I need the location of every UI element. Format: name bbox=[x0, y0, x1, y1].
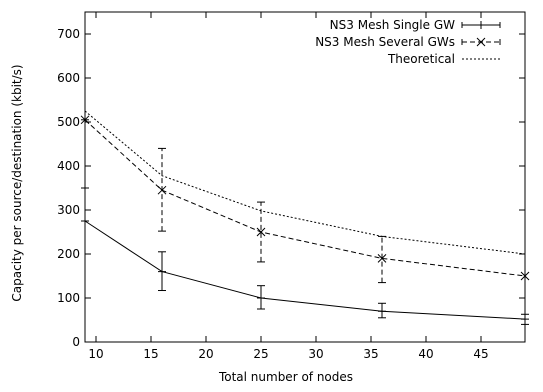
x-tick-label: 45 bbox=[473, 347, 488, 361]
x-tick-label: 10 bbox=[88, 347, 103, 361]
x-tick-label: 20 bbox=[198, 347, 213, 361]
series-line-1 bbox=[84, 220, 526, 320]
legend-label-2: NS3 Mesh Several GWs bbox=[315, 35, 455, 49]
data-point bbox=[157, 185, 167, 195]
x-tick-label: 35 bbox=[363, 347, 378, 361]
series-line-2 bbox=[84, 119, 526, 277]
legend-label-3: Theoretical bbox=[387, 52, 455, 66]
data-point bbox=[378, 307, 386, 316]
legend-marker bbox=[476, 37, 486, 47]
y-tick-label: 200 bbox=[57, 247, 80, 261]
legend-marker bbox=[477, 21, 485, 29]
data-point bbox=[521, 315, 529, 324]
series-line-3 bbox=[84, 110, 526, 255]
y-tick-label: 500 bbox=[57, 115, 80, 129]
x-tick-label: 40 bbox=[418, 347, 433, 361]
x-tick-label: 30 bbox=[308, 347, 323, 361]
x-tick-label: 25 bbox=[253, 347, 268, 361]
y-tick-label: 0 bbox=[72, 335, 80, 349]
data-point bbox=[256, 227, 266, 237]
y-tick-label: 300 bbox=[57, 203, 80, 217]
x-axis-label: Total number of nodes bbox=[218, 370, 353, 384]
data-point bbox=[158, 267, 166, 276]
y-tick-label: 100 bbox=[57, 291, 80, 305]
y-axis-label: Capacity per source/destination (kbit/s) bbox=[10, 64, 24, 301]
data-point bbox=[377, 254, 387, 263]
x-tick-label: 15 bbox=[143, 347, 158, 361]
y-tick-label: 700 bbox=[57, 27, 80, 41]
legend-label-1: NS3 Mesh Single GW bbox=[330, 18, 455, 32]
data-point bbox=[80, 115, 90, 125]
y-tick-label: 600 bbox=[57, 71, 80, 85]
y-tick-label: 400 bbox=[57, 159, 80, 173]
plot-frame bbox=[84, 11, 526, 343]
data-point bbox=[81, 217, 89, 225]
data-point bbox=[520, 271, 530, 281]
data-point bbox=[257, 294, 265, 302]
